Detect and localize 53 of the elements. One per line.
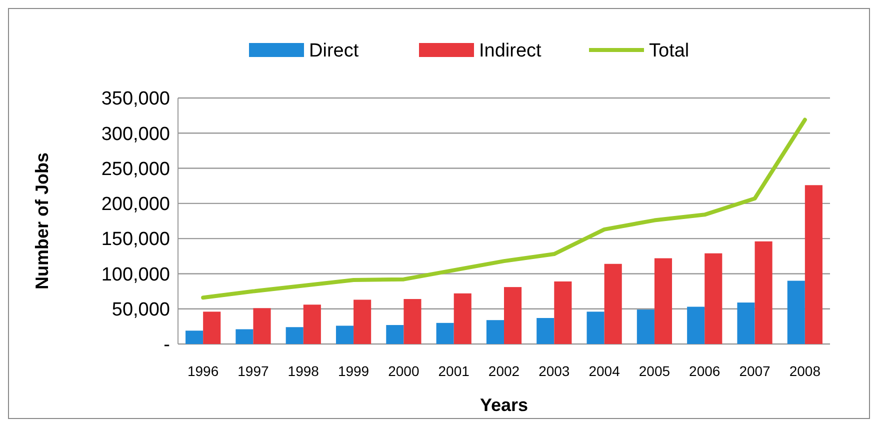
bar bbox=[286, 327, 304, 344]
bar bbox=[604, 264, 622, 344]
bar bbox=[454, 293, 472, 344]
y-tick-label: - bbox=[164, 334, 170, 356]
bar bbox=[754, 241, 772, 344]
bar bbox=[536, 318, 554, 344]
bar bbox=[253, 308, 271, 344]
y-tick-label: 150,000 bbox=[101, 229, 170, 250]
bar bbox=[186, 330, 204, 344]
bar bbox=[436, 322, 454, 344]
bar bbox=[554, 281, 572, 344]
bar bbox=[787, 280, 805, 344]
bar bbox=[236, 329, 254, 344]
x-tick-label: 2008 bbox=[789, 363, 821, 379]
bar bbox=[687, 306, 705, 344]
y-axis-title: Number of Jobs bbox=[32, 152, 52, 290]
legend-label: Total bbox=[649, 40, 690, 62]
bar bbox=[303, 304, 321, 344]
bar bbox=[737, 302, 755, 344]
bar bbox=[404, 299, 422, 344]
x-tick-label: 2004 bbox=[588, 363, 620, 379]
bar bbox=[636, 310, 654, 344]
bar bbox=[654, 258, 672, 344]
bar bbox=[704, 253, 722, 344]
bar bbox=[336, 326, 354, 344]
x-tick-label: 2005 bbox=[638, 363, 670, 379]
x-tick-label: 1996 bbox=[188, 363, 219, 379]
bar bbox=[386, 325, 404, 344]
x-tick-label: 2002 bbox=[488, 363, 520, 379]
y-tick-label: 100,000 bbox=[101, 264, 170, 286]
y-tick-label: 300,000 bbox=[101, 124, 170, 145]
y-tick-label: 50,000 bbox=[112, 300, 170, 321]
bar bbox=[586, 312, 604, 344]
y-tick-label: 250,000 bbox=[101, 158, 170, 180]
y-tick-label: 350,000 bbox=[101, 88, 170, 110]
x-tick-label: 1997 bbox=[238, 363, 270, 379]
legend-label: Direct bbox=[309, 40, 360, 62]
x-tick-label: 2007 bbox=[739, 363, 771, 379]
bar bbox=[203, 312, 221, 344]
x-tick-label: 2000 bbox=[388, 363, 420, 379]
x-tick-label: 2006 bbox=[689, 363, 720, 379]
y-tick-label: 200,000 bbox=[101, 194, 170, 216]
bar bbox=[486, 320, 504, 344]
legend-label: Indirect bbox=[479, 40, 542, 62]
bar bbox=[354, 300, 372, 344]
line-series bbox=[201, 118, 807, 300]
bar bbox=[804, 185, 822, 344]
bar bbox=[504, 287, 522, 344]
x-tick-label: 2001 bbox=[438, 363, 470, 379]
x-axis-title: Years bbox=[480, 395, 528, 415]
x-tick-label: 1998 bbox=[288, 363, 320, 379]
x-tick-label: 2003 bbox=[538, 363, 570, 379]
x-tick-label: 1999 bbox=[338, 363, 370, 379]
